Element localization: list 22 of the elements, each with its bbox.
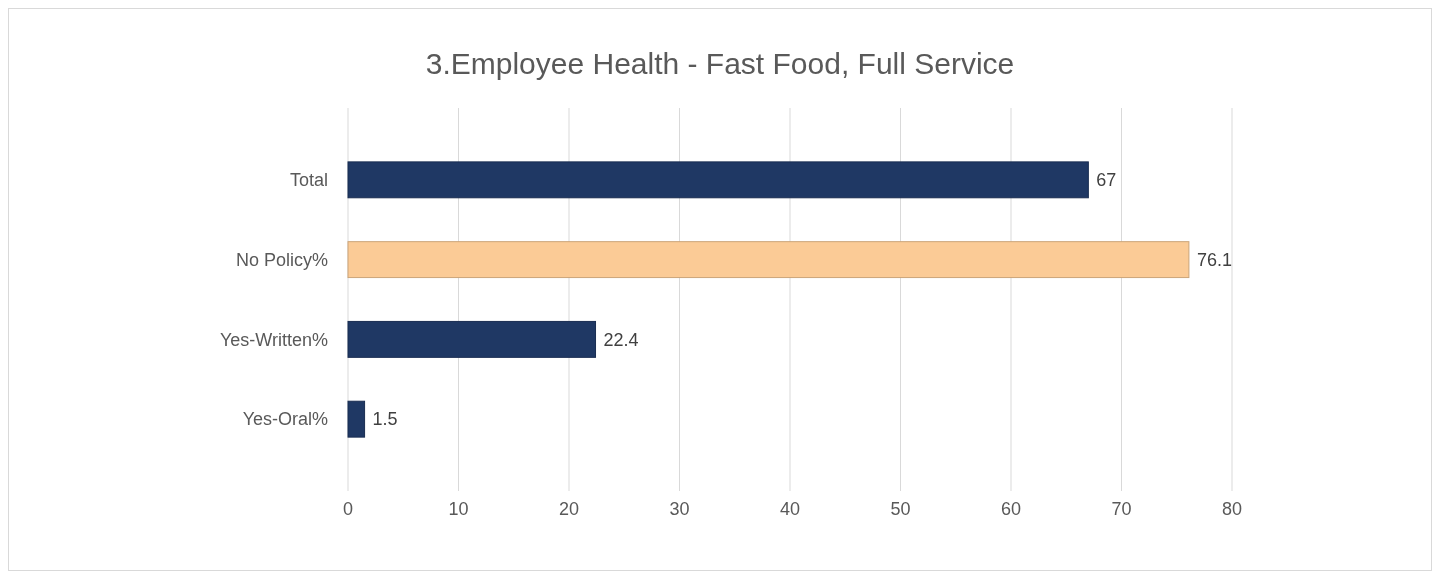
bar — [347, 320, 597, 358]
bar — [347, 241, 1190, 279]
y-tick-label: No Policy% — [235, 249, 328, 270]
x-tick-label: 40 — [779, 499, 801, 519]
x-tick-label: 10 — [448, 499, 469, 519]
chart-title: 3.Employee Health - Fast Food, Full Service — [425, 47, 1015, 80]
x-tick-label: 0 — [342, 499, 354, 519]
data-label: 67 — [1096, 170, 1117, 191]
data-label: 76.1 — [1196, 249, 1232, 270]
x-tick-label: 80 — [1221, 499, 1243, 519]
y-tick-label: Yes-Oral% — [242, 409, 328, 430]
bar — [347, 400, 366, 438]
y-tick-label: Yes-Written% — [219, 329, 328, 350]
y-tick-label: Total — [289, 170, 328, 191]
x-tick-label: 60 — [1000, 499, 1022, 519]
data-label: 22.4 — [603, 329, 639, 350]
x-tick-label: 30 — [669, 499, 690, 519]
x-tick-label: 70 — [1111, 499, 1132, 519]
x-tick-label: 20 — [558, 499, 580, 519]
bar — [347, 161, 1089, 199]
data-label: 1.5 — [372, 409, 398, 430]
x-tick-label: 50 — [890, 499, 911, 519]
